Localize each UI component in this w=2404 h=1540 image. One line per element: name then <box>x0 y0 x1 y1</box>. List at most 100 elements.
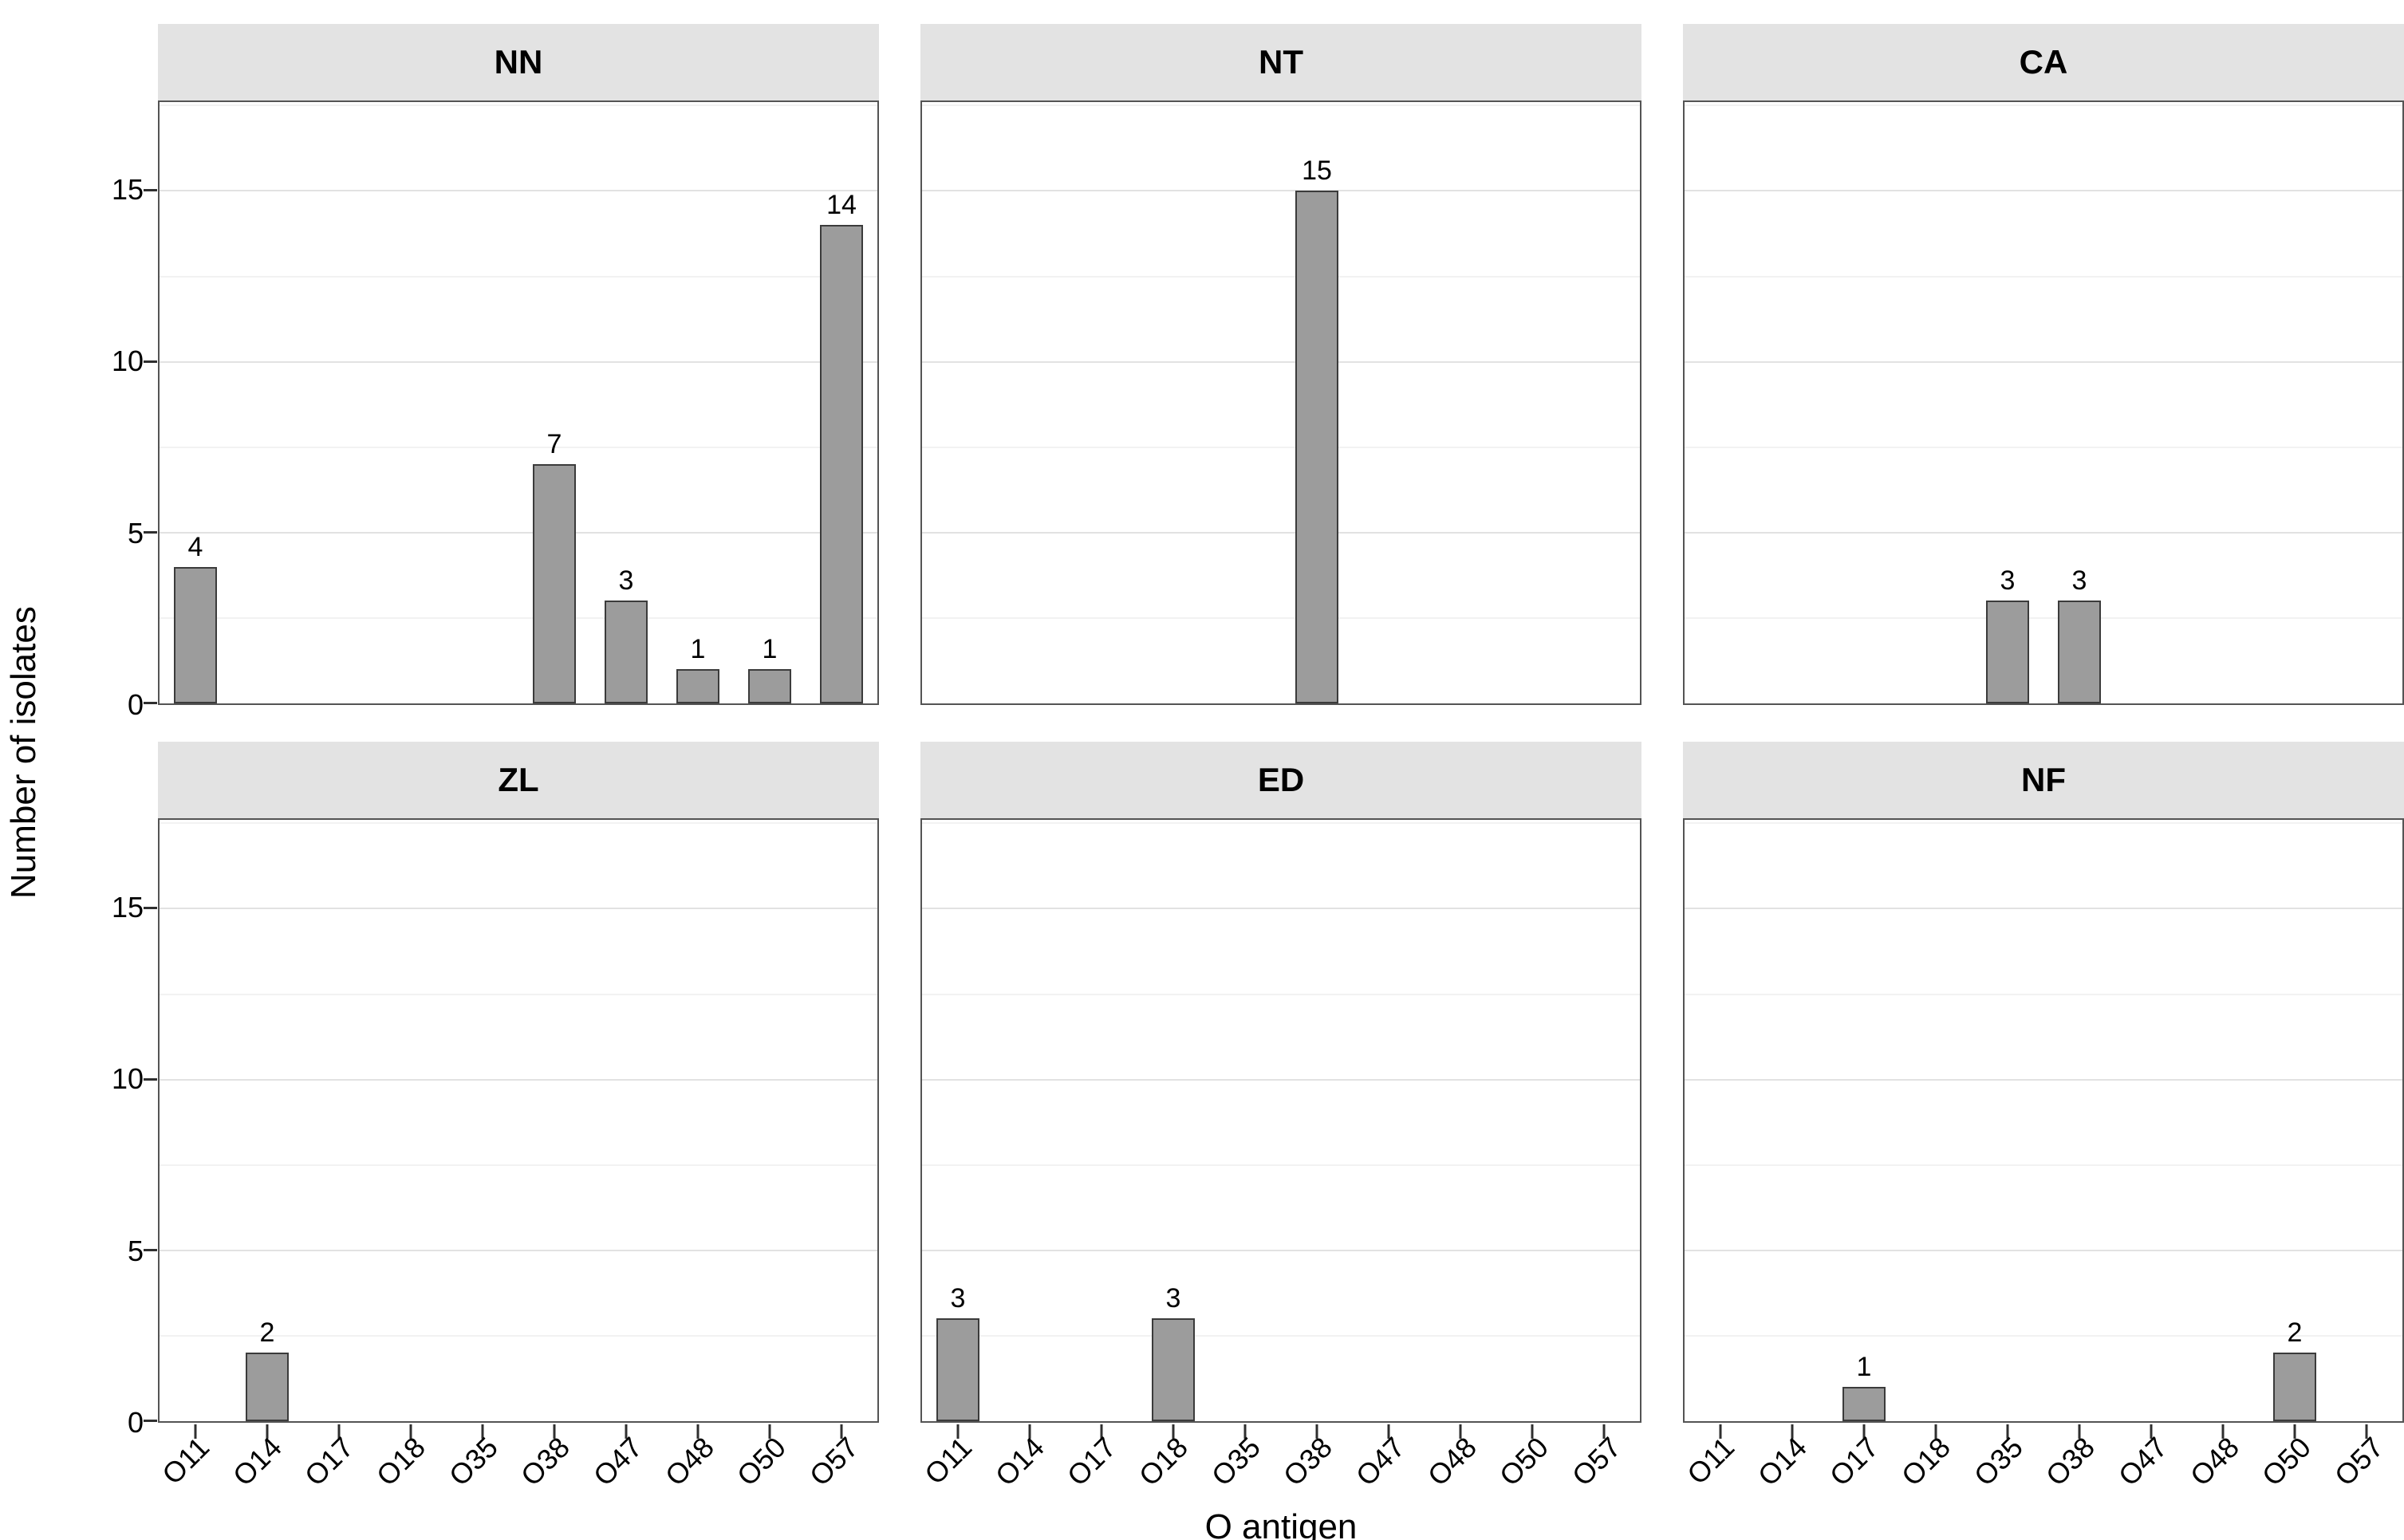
gridline-major <box>922 1078 1640 1081</box>
facet-strip-CA: CA <box>1683 24 2404 100</box>
x-tick-label: O48 <box>2183 1430 2245 1492</box>
gridline-minor <box>1685 616 2402 619</box>
bar-NF-O50 <box>2273 1353 2316 1421</box>
gridline-minor <box>1685 993 2402 995</box>
gridline-minor <box>922 275 1640 278</box>
y-tick-label: 0 <box>127 1406 144 1439</box>
bar-value-label: 3 <box>950 1283 966 1314</box>
x-tick-label: O47 <box>2111 1430 2173 1492</box>
bar-NN-O47 <box>605 601 648 703</box>
bar-value-label: 2 <box>2287 1317 2303 1349</box>
facet-strip-NT: NT <box>920 24 1641 100</box>
x-tick-mark <box>1243 1424 1247 1439</box>
x-tick-mark <box>2006 1424 2009 1439</box>
x-tick-label: O47 <box>586 1430 648 1492</box>
gridline-minor <box>160 616 877 619</box>
gridline-minor <box>160 446 877 448</box>
facet-strip-NF: NF <box>1683 742 2404 818</box>
gridline-major <box>1685 908 2402 910</box>
gridline-minor <box>922 104 1640 107</box>
bar-NN-O50 <box>748 669 791 703</box>
y-axis-tick-labels: 0 5 10 15 <box>48 100 158 719</box>
bar-NN-O11 <box>174 566 217 703</box>
y-tick-mark <box>144 702 157 704</box>
facet-strip-ED: ED <box>920 742 1641 818</box>
x-tick-label: O11 <box>155 1430 216 1491</box>
facet-strip-ZL: ZL <box>158 742 879 818</box>
bar-NF-O17 <box>1842 1387 1886 1421</box>
bar-value-label: 3 <box>2071 565 2087 597</box>
x-tick-label: O14 <box>226 1430 288 1492</box>
gridline-major <box>922 908 1640 910</box>
bar-value-label: 1 <box>1856 1352 1872 1383</box>
y-axis-tick-labels: 0 5 10 15 <box>48 818 158 1436</box>
x-axis-tick-labels: O11 O14 O17 O18 O35 O38 O47 O48 O50 O57 <box>918 1423 1641 1506</box>
x-tick-label: O48 <box>1421 1430 1483 1492</box>
x-tick-label: O17 <box>298 1430 360 1492</box>
x-tick-mark <box>1934 1424 1937 1439</box>
x-tick-label: O14 <box>988 1430 1050 1492</box>
bar-ED-O11 <box>936 1318 979 1421</box>
bar-NN-O57 <box>820 225 863 703</box>
bar-NN-O48 <box>676 669 719 703</box>
x-tick-label: O50 <box>731 1430 793 1492</box>
y-tick-mark <box>144 1248 157 1251</box>
y-tick-mark <box>144 530 157 534</box>
y-tick-mark <box>144 1420 157 1422</box>
gridline-major <box>1685 531 2402 534</box>
x-tick-mark <box>696 1424 700 1439</box>
x-tick-mark <box>1028 1424 1031 1439</box>
bar-CA-O35 <box>1986 601 2029 703</box>
bar-value-label: 1 <box>762 634 778 665</box>
x-tick-label: O35 <box>442 1430 504 1492</box>
x-tick-mark <box>481 1424 484 1439</box>
x-tick-mark <box>2365 1424 2368 1439</box>
x-tick-mark <box>2221 1424 2225 1439</box>
gridline-major <box>922 1249 1640 1251</box>
x-tick-mark <box>1315 1424 1318 1439</box>
x-tick-label: O14 <box>1751 1430 1813 1492</box>
x-tick-mark <box>1719 1424 1722 1439</box>
gridline-major <box>1685 1078 2402 1081</box>
gridline-major <box>160 1249 877 1251</box>
y-tick-label: 0 <box>127 688 144 721</box>
y-tick-label: 15 <box>111 172 144 206</box>
bar-value-label: 3 <box>618 565 634 597</box>
y-tick-mark <box>144 1077 157 1081</box>
x-tick-mark <box>1531 1424 1534 1439</box>
bar-NT-O38 <box>1295 191 1338 703</box>
bar-value-label: 3 <box>1165 1283 1181 1314</box>
x-tick-label: O47 <box>1349 1430 1411 1492</box>
gridline-minor <box>1685 104 2402 107</box>
x-tick-label: O35 <box>1204 1430 1267 1492</box>
gridline-minor <box>160 1334 877 1337</box>
gridline-minor <box>160 993 877 995</box>
gridline-minor <box>160 822 877 825</box>
bar-value-label: 2 <box>259 1317 275 1349</box>
x-axis-tick-labels: O11 O14 O17 O18 O35 O38 O47 O48 O50 O57 <box>155 1423 879 1506</box>
x-axis-title: O antigen <box>1204 1507 1358 1540</box>
x-tick-label: O38 <box>1276 1430 1339 1492</box>
facet-panel-NT: 15 <box>920 100 1641 705</box>
x-tick-mark <box>266 1424 269 1439</box>
gridline-major <box>1685 360 2402 363</box>
bar-CA-O38 <box>2058 601 2101 703</box>
x-tick-mark <box>2078 1424 2081 1439</box>
gridline-minor <box>922 822 1640 825</box>
gridline-minor <box>160 1164 877 1166</box>
gridline-major <box>922 190 1640 192</box>
y-tick-label: 10 <box>111 1062 144 1096</box>
x-tick-label: O57 <box>802 1430 865 1492</box>
x-tick-mark <box>194 1424 197 1439</box>
y-axis-title: Number of isolates <box>4 606 43 900</box>
x-tick-mark <box>1791 1424 1794 1439</box>
x-tick-mark <box>1602 1424 1606 1439</box>
x-tick-label: O48 <box>658 1430 720 1492</box>
bar-value-label: 15 <box>1302 156 1332 187</box>
x-tick-mark <box>337 1424 341 1439</box>
gridline-minor <box>1685 822 2402 825</box>
gridline-minor <box>1685 446 2402 448</box>
gridline-minor <box>1685 275 2402 278</box>
x-tick-label: O57 <box>1565 1430 1627 1492</box>
